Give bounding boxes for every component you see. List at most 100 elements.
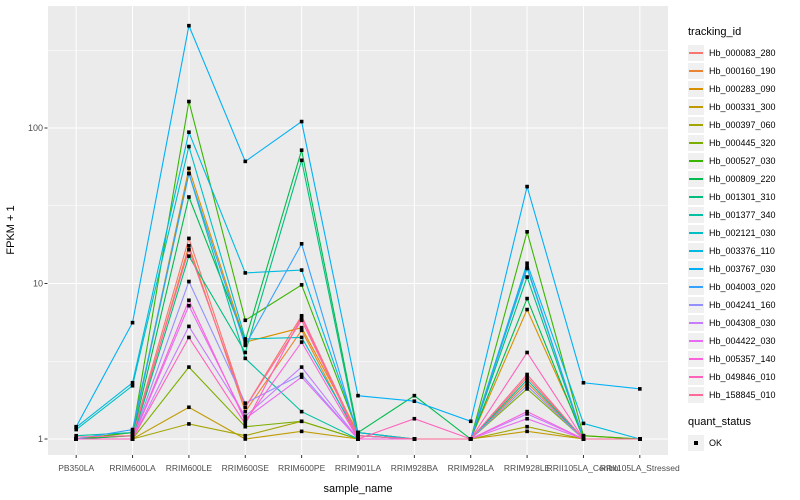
legend-key-line-icon (688, 297, 704, 313)
legend-item-label: Hb_000331_300 (709, 102, 776, 112)
data-point-marker (130, 433, 135, 438)
legend-item: Hb_000331_300 (688, 98, 798, 116)
data-point-marker (299, 158, 304, 163)
x-axis-title: sample_name (323, 483, 393, 495)
legend-key-line-icon (688, 189, 704, 205)
data-point-marker (187, 405, 191, 410)
data-point-marker (412, 437, 417, 441)
legend-item: Hb_004422_030 (688, 332, 798, 350)
legend-item: Hb_004241_160 (688, 296, 798, 314)
data-point-marker (299, 242, 304, 246)
y-tick-label: 100 (28, 123, 43, 133)
data-point-marker (187, 335, 191, 340)
data-point-marker (243, 405, 248, 410)
legend-item-label: Hb_002121_030 (709, 228, 776, 238)
x-tick-label: RRIM901LA (335, 463, 382, 473)
legend-item-label: Hb_004241_160 (709, 300, 776, 310)
data-point-marker (299, 375, 304, 379)
data-point-marker (187, 247, 191, 252)
data-point-marker (130, 427, 135, 432)
y-tick-label: 10 (33, 279, 43, 289)
data-point-marker (581, 437, 586, 441)
data-point-marker (187, 144, 191, 149)
legend-item-label: Hb_000283_090 (709, 84, 776, 94)
legend-item: Hb_004003_020 (688, 278, 798, 296)
legend-item-label: Hb_003767_030 (709, 264, 776, 274)
legend-item: Hb_000283_090 (688, 80, 798, 98)
data-point-marker (525, 409, 529, 414)
data-point-marker (525, 350, 529, 355)
legend-key-line-icon (688, 63, 704, 79)
legend-key-line-icon (688, 135, 704, 151)
data-point-marker (243, 414, 248, 419)
data-point-marker (525, 296, 529, 301)
legend-item-label: Hb_000397_060 (709, 120, 776, 130)
data-point-marker (130, 380, 135, 385)
data-point-marker (187, 23, 191, 28)
data-point-marker (243, 271, 248, 275)
data-point-marker (74, 437, 78, 441)
legend-key-line-icon (688, 369, 704, 385)
legend-item: Hb_004308_030 (688, 314, 798, 332)
legend-item: Hb_049846_010 (688, 368, 798, 386)
data-point-marker (243, 343, 248, 348)
legend-item-label: Hb_004308_030 (709, 318, 776, 328)
data-point-marker (130, 320, 135, 325)
data-point-marker (187, 243, 191, 248)
data-point-marker (525, 429, 529, 434)
x-tick-label: RRIM928LA (448, 463, 495, 473)
data-point-marker (243, 159, 248, 164)
data-point-marker (243, 416, 248, 421)
legend-item: Hb_002121_030 (688, 224, 798, 242)
data-point-marker (187, 195, 191, 199)
y-axis-title: FPKM + 1 (5, 205, 17, 255)
data-point-marker (299, 268, 304, 272)
data-point-marker (187, 303, 191, 308)
data-point-marker (525, 387, 529, 391)
data-point-marker (243, 424, 248, 429)
data-point-marker (299, 318, 304, 323)
black-square-marker-icon (688, 435, 704, 451)
data-point-marker (187, 298, 191, 303)
legend-item: Hb_000445_320 (688, 134, 798, 152)
data-point-marker (525, 380, 529, 385)
data-point-marker (243, 401, 248, 405)
data-point-marker (525, 184, 529, 189)
legend-item-label: Hb_000445_320 (709, 138, 776, 148)
data-point-marker (356, 433, 360, 438)
legend-item-label: Hb_000809_220 (709, 174, 776, 184)
x-tick-label: PB350LA (58, 463, 94, 473)
legend-item-label: Hb_003376_110 (709, 246, 775, 256)
legend-item: Hb_000527_030 (688, 152, 798, 170)
x-tick-label: RRII105LA_Stressed (600, 463, 680, 473)
legend-key-line-icon (688, 117, 704, 133)
legend-key-line-icon (688, 243, 704, 259)
data-point-marker (412, 416, 417, 421)
data-point-marker (525, 383, 529, 388)
legend-item: Hb_001301_310 (688, 188, 798, 206)
data-point-marker (525, 230, 529, 234)
data-point-marker (187, 254, 191, 258)
x-tick-label: RRIM928BA (391, 463, 439, 473)
data-point-marker (525, 424, 529, 429)
legend-item-label: Hb_000527_030 (709, 156, 776, 166)
data-point-marker (468, 419, 473, 424)
legend-item: Hb_000809_220 (688, 170, 798, 188)
legend-item: Hb_000083_280 (688, 44, 798, 62)
data-point-marker (299, 335, 304, 340)
data-point-marker (74, 424, 78, 429)
data-point-marker (187, 279, 191, 284)
legend-item-label: Hb_000160_190 (709, 66, 776, 76)
legend-item-label: Hb_005357_140 (709, 354, 776, 364)
x-tick-label: RRIM600PE (278, 463, 326, 473)
data-point-marker (299, 325, 304, 330)
data-point-marker (299, 148, 304, 152)
data-point-marker (299, 283, 304, 287)
data-point-marker (299, 372, 304, 377)
data-point-marker (412, 399, 417, 404)
data-point-marker (581, 421, 586, 426)
data-point-marker (74, 427, 78, 432)
x-tick-label: RRIM600SE (222, 463, 270, 473)
data-point-marker (130, 437, 135, 441)
